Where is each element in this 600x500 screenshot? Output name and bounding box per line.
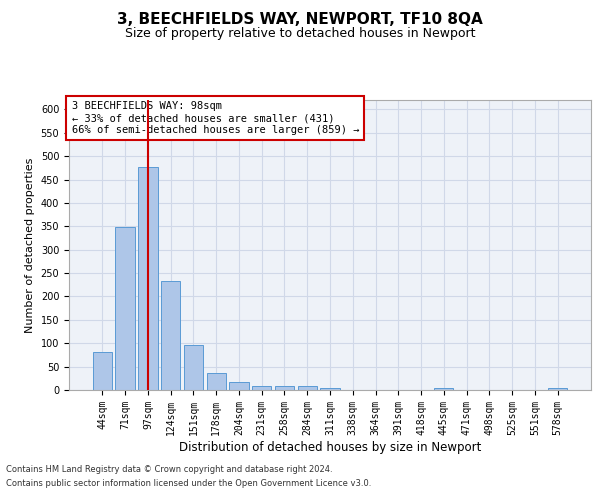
Bar xyxy=(548,388,567,390)
Text: 3, BEECHFIELDS WAY, NEWPORT, TF10 8QA: 3, BEECHFIELDS WAY, NEWPORT, TF10 8QA xyxy=(117,12,483,28)
Bar xyxy=(252,386,271,390)
Bar xyxy=(115,227,135,390)
Bar xyxy=(434,388,454,390)
Bar xyxy=(184,345,203,390)
Text: Size of property relative to detached houses in Newport: Size of property relative to detached ho… xyxy=(125,28,475,40)
Text: Contains HM Land Registry data © Crown copyright and database right 2024.: Contains HM Land Registry data © Crown c… xyxy=(6,466,332,474)
Text: Contains public sector information licensed under the Open Government Licence v3: Contains public sector information licen… xyxy=(6,479,371,488)
Y-axis label: Number of detached properties: Number of detached properties xyxy=(25,158,35,332)
Bar xyxy=(93,352,112,390)
Bar xyxy=(275,386,294,390)
X-axis label: Distribution of detached houses by size in Newport: Distribution of detached houses by size … xyxy=(179,440,481,454)
Bar xyxy=(320,388,340,390)
Bar xyxy=(206,372,226,390)
Text: 3 BEECHFIELDS WAY: 98sqm
← 33% of detached houses are smaller (431)
66% of semi-: 3 BEECHFIELDS WAY: 98sqm ← 33% of detach… xyxy=(71,102,359,134)
Bar xyxy=(298,386,317,390)
Bar xyxy=(161,280,181,390)
Bar xyxy=(229,382,248,390)
Bar xyxy=(138,168,158,390)
